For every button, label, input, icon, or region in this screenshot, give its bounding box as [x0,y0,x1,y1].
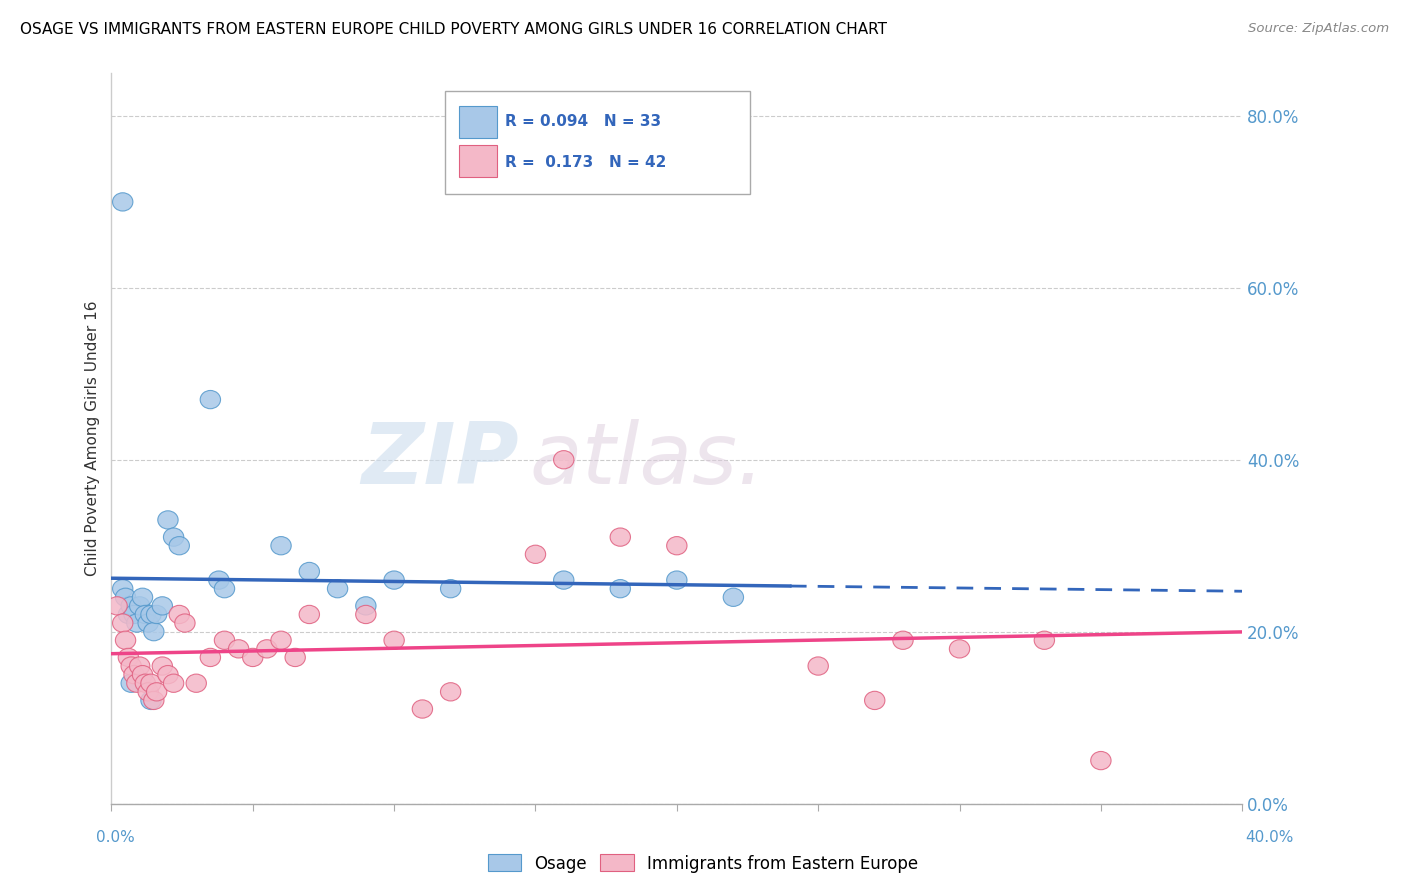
Ellipse shape [157,665,179,684]
Ellipse shape [384,632,405,649]
Ellipse shape [124,606,145,624]
Ellipse shape [208,571,229,590]
Ellipse shape [107,597,127,615]
Text: R = 0.094   N = 33: R = 0.094 N = 33 [505,114,661,129]
Ellipse shape [115,632,136,649]
Ellipse shape [141,674,162,692]
Ellipse shape [271,632,291,649]
Ellipse shape [200,648,221,666]
Ellipse shape [440,580,461,598]
Ellipse shape [328,580,347,598]
Ellipse shape [666,537,688,555]
Ellipse shape [143,623,165,640]
Text: 0.0%: 0.0% [96,830,135,845]
Legend: Osage, Immigrants from Eastern Europe: Osage, Immigrants from Eastern Europe [481,847,925,880]
Ellipse shape [808,657,828,675]
Ellipse shape [666,571,688,590]
Ellipse shape [129,597,150,615]
FancyBboxPatch shape [458,106,498,138]
Ellipse shape [146,682,167,701]
Ellipse shape [554,571,574,590]
Ellipse shape [412,700,433,718]
Ellipse shape [118,648,139,666]
Ellipse shape [121,674,142,692]
FancyBboxPatch shape [458,145,498,178]
Ellipse shape [554,450,574,469]
Ellipse shape [112,193,134,211]
Text: ZIP: ZIP [361,418,519,501]
Ellipse shape [146,606,167,624]
Ellipse shape [243,648,263,666]
Ellipse shape [143,691,165,709]
Ellipse shape [169,537,190,555]
Ellipse shape [118,606,139,624]
Ellipse shape [271,537,291,555]
Ellipse shape [214,580,235,598]
Ellipse shape [610,528,630,546]
FancyBboxPatch shape [446,91,751,194]
Ellipse shape [124,665,145,684]
Ellipse shape [169,606,190,624]
Ellipse shape [132,588,153,607]
Ellipse shape [1035,632,1054,649]
Ellipse shape [132,665,153,684]
Ellipse shape [285,648,305,666]
Ellipse shape [186,674,207,692]
Ellipse shape [200,391,221,409]
Ellipse shape [865,691,884,709]
Text: atlas.: atlas. [530,418,765,501]
Ellipse shape [228,640,249,658]
Ellipse shape [526,545,546,564]
Ellipse shape [138,614,159,632]
Ellipse shape [112,580,134,598]
Text: OSAGE VS IMMIGRANTS FROM EASTERN EUROPE CHILD POVERTY AMONG GIRLS UNDER 16 CORRE: OSAGE VS IMMIGRANTS FROM EASTERN EUROPE … [20,22,887,37]
Ellipse shape [112,614,134,632]
Ellipse shape [163,528,184,546]
Ellipse shape [163,674,184,692]
Ellipse shape [356,597,375,615]
Ellipse shape [356,606,375,624]
Ellipse shape [1091,751,1111,770]
Text: Source: ZipAtlas.com: Source: ZipAtlas.com [1249,22,1389,36]
Ellipse shape [135,674,156,692]
Ellipse shape [135,606,156,624]
Ellipse shape [157,511,179,529]
Text: 40.0%: 40.0% [1246,830,1294,845]
Ellipse shape [115,588,136,607]
Ellipse shape [257,640,277,658]
Ellipse shape [610,580,630,598]
Ellipse shape [299,562,319,581]
Ellipse shape [440,682,461,701]
Ellipse shape [214,632,235,649]
Ellipse shape [384,571,405,590]
Ellipse shape [299,606,319,624]
Ellipse shape [121,657,142,675]
Ellipse shape [127,614,148,632]
Ellipse shape [893,632,912,649]
Ellipse shape [949,640,970,658]
Ellipse shape [723,588,744,607]
Ellipse shape [152,597,173,615]
Ellipse shape [129,657,150,675]
Ellipse shape [127,674,148,692]
Y-axis label: Child Poverty Among Girls Under 16: Child Poverty Among Girls Under 16 [86,301,100,576]
Ellipse shape [121,597,142,615]
Ellipse shape [174,614,195,632]
Ellipse shape [138,682,159,701]
Ellipse shape [141,606,162,624]
Ellipse shape [141,691,162,709]
Text: R =  0.173   N = 42: R = 0.173 N = 42 [505,154,666,169]
Ellipse shape [152,657,173,675]
